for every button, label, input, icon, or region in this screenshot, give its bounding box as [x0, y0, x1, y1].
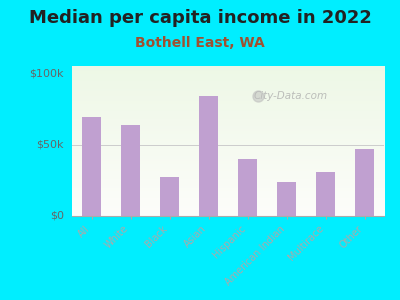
Bar — [316, 172, 335, 216]
Bar — [355, 149, 374, 216]
Text: Bothell East, WA: Bothell East, WA — [135, 36, 265, 50]
Bar — [277, 182, 296, 216]
Text: $100k: $100k — [30, 68, 64, 78]
Text: $0: $0 — [50, 211, 64, 221]
Text: $50k: $50k — [36, 140, 64, 150]
Bar — [121, 124, 140, 216]
Bar — [238, 159, 257, 216]
Bar — [82, 117, 101, 216]
Bar — [199, 96, 218, 216]
Bar — [160, 177, 179, 216]
Text: Median per capita income in 2022: Median per capita income in 2022 — [28, 9, 372, 27]
Text: City-Data.com: City-Data.com — [253, 91, 328, 101]
